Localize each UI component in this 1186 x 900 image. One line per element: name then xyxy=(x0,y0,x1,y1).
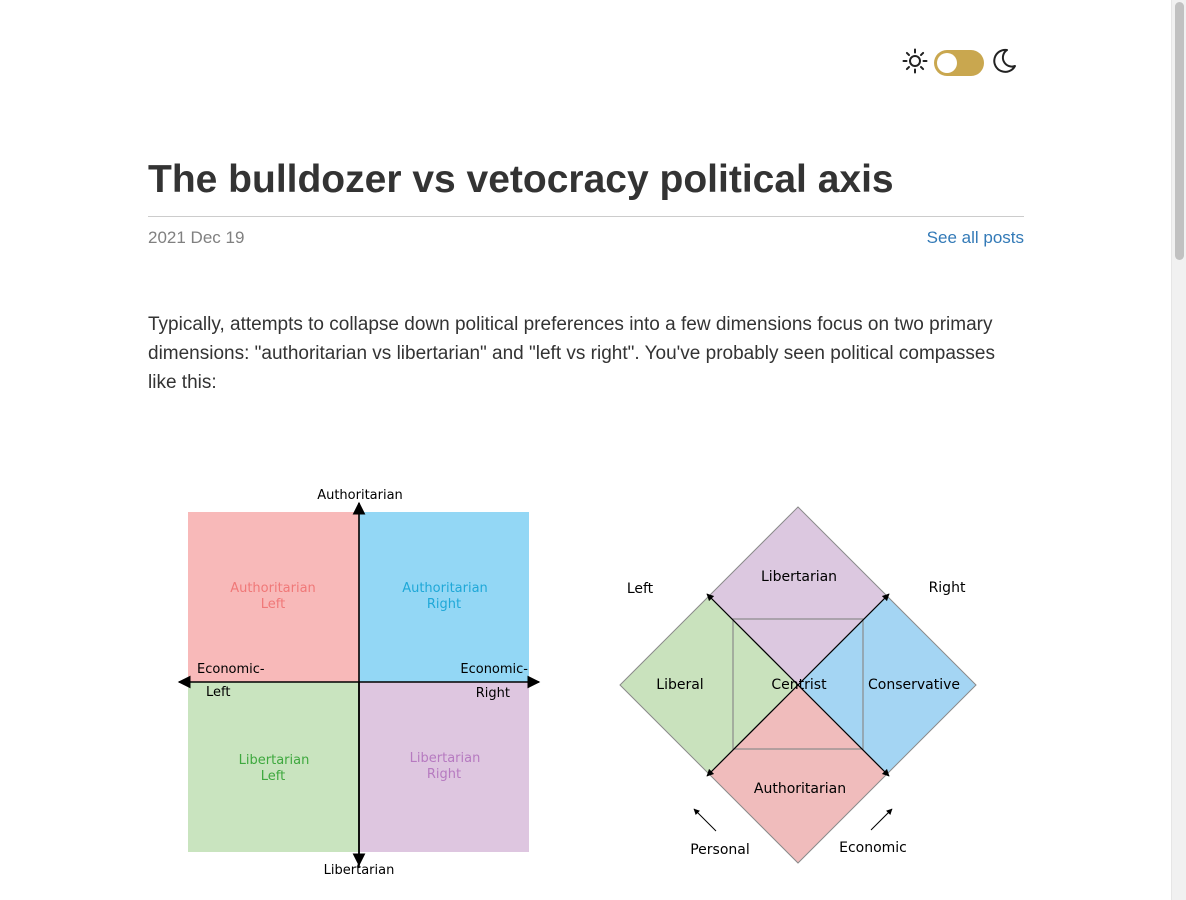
axis-label-right-2: Right xyxy=(476,686,510,701)
see-all-posts-link[interactable]: See all posts xyxy=(926,228,1024,247)
nolan-arrow-upper-right xyxy=(797,593,890,686)
nolan-corner-left: Left xyxy=(627,581,654,597)
intro-paragraph: Typically, attempts to collapse down pol… xyxy=(148,314,996,393)
quadrant-label-tl-1: Authoritarian xyxy=(230,581,316,596)
theme-toggle[interactable] xyxy=(902,48,1018,78)
nolan-chart: Libertarian Liberal Centrist Conservativ… xyxy=(619,506,977,864)
theme-switch[interactable] xyxy=(934,50,984,76)
quadrant-libertarian-right xyxy=(359,682,529,852)
sun-icon xyxy=(902,48,928,79)
quadrant-label-br-1: Libertarian xyxy=(410,751,481,766)
nolan-arrow-lower-right xyxy=(797,684,890,777)
axis-label-right-1: Economic- xyxy=(460,662,528,677)
axis-label-bottom: Libertarian xyxy=(324,863,395,878)
post-title: The bulldozer vs vetocracy political axi… xyxy=(148,158,894,201)
nolan-label-center: Centrist xyxy=(771,677,827,693)
nolan-label-right: Conservative xyxy=(868,677,960,693)
theme-switch-knob xyxy=(937,53,957,73)
moon-icon xyxy=(990,47,1018,80)
title-divider xyxy=(148,216,1024,217)
nolan-corner-right: Right xyxy=(929,580,966,596)
quadrant-label-br-2: Right xyxy=(427,767,461,782)
nolan-axis-personal: Personal xyxy=(690,842,750,858)
page-scrollbar[interactable] xyxy=(1171,0,1186,900)
nolan-label-left: Liberal xyxy=(656,677,703,693)
nolan-label-bottom: Authoritarian xyxy=(754,781,846,797)
nolan-axis-economic: Economic xyxy=(839,840,907,856)
nolan-arrow-upper-left xyxy=(706,593,799,686)
quadrant-libertarian-left xyxy=(188,682,359,852)
quadrant-authoritarian-left xyxy=(188,512,359,682)
quadrant-label-tr-2: Right xyxy=(427,597,461,612)
quadrant-authoritarian-right xyxy=(359,512,529,682)
scrollbar-thumb[interactable] xyxy=(1175,2,1184,260)
quadrant-label-bl-2: Left xyxy=(261,769,285,784)
personal-axis-arrow xyxy=(693,808,717,832)
nolan-arrow-lower-left xyxy=(706,684,799,777)
quadrant-label-bl-1: Libertarian xyxy=(239,753,310,768)
axis-label-left-1: Economic- xyxy=(197,662,265,677)
axis-label-left-2: Left xyxy=(206,685,230,700)
quadrant-label-tl-2: Left xyxy=(261,597,285,612)
quadrant-label-tr-1: Authoritarian xyxy=(402,581,488,596)
nolan-centrist-square xyxy=(732,618,864,750)
political-compass-figure: Authoritarian Libertarian Economic- Left… xyxy=(148,470,1024,900)
economic-axis-arrow xyxy=(870,808,893,831)
two-axis-compass: Authoritarian Libertarian Economic- Left… xyxy=(177,488,541,878)
post-date: 2021 Dec 19 xyxy=(148,228,245,247)
political-compass-image: Authoritarian Libertarian Economic- Left… xyxy=(177,488,977,878)
axis-label-top: Authoritarian xyxy=(317,488,403,503)
nolan-label-top: Libertarian xyxy=(761,569,837,585)
